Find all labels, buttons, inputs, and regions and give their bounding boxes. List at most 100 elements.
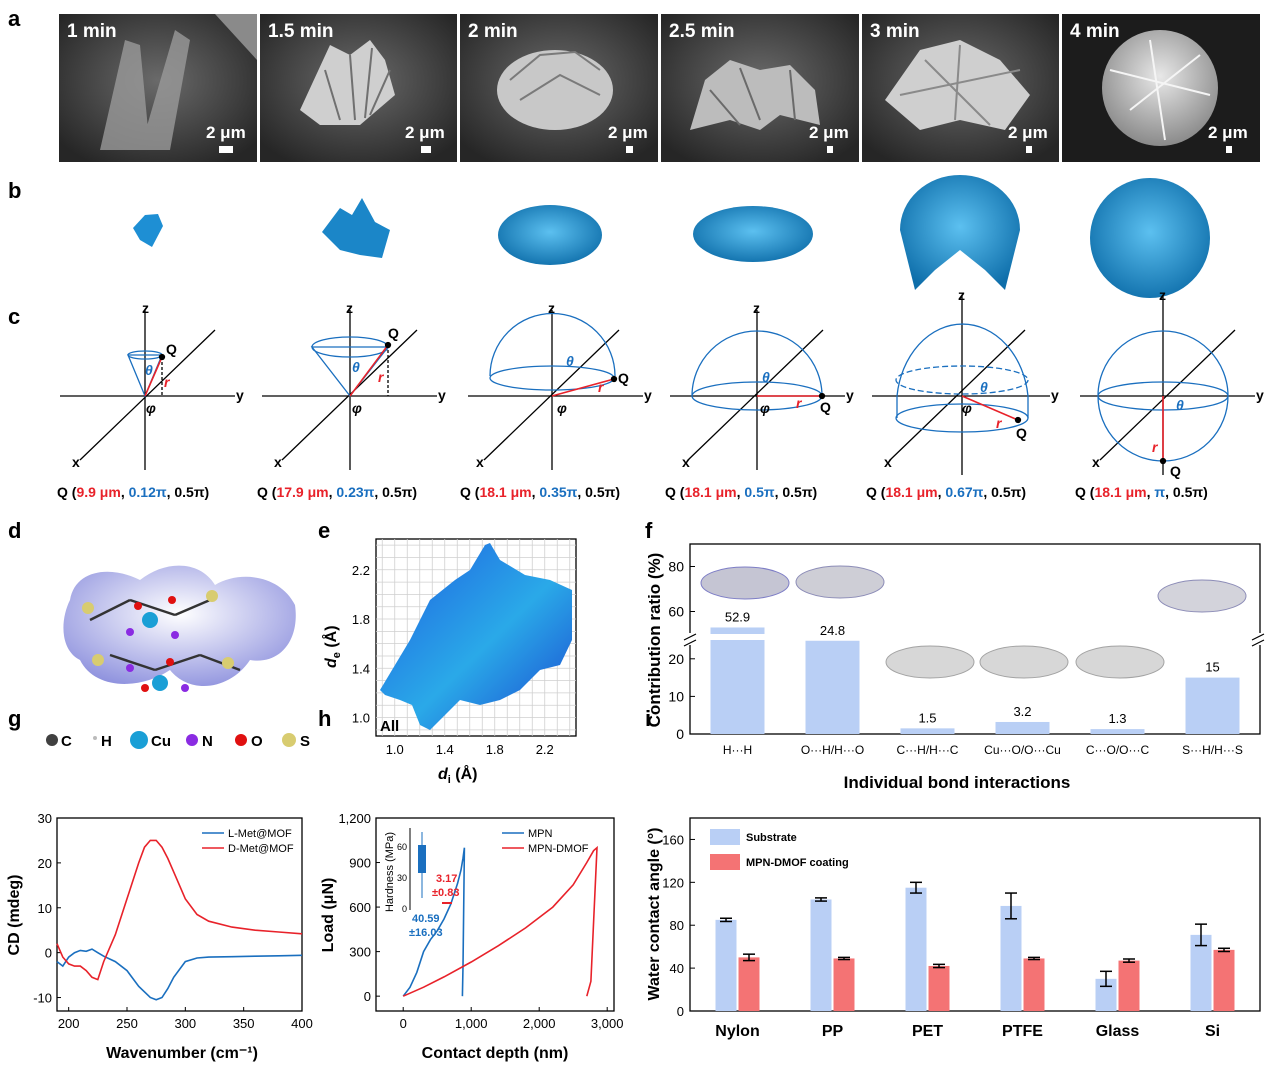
scale-bar-label: 2 μm bbox=[1208, 123, 1248, 142]
scale-bar-label: 2 μm bbox=[405, 123, 445, 142]
legend-label: D-Met@MOF bbox=[228, 843, 294, 855]
hirshfeld-surface bbox=[63, 565, 296, 687]
x-tick-label: 300 bbox=[174, 1016, 196, 1031]
axis: Nylon PP PET PTFE Glass Si 0 40 80 120 160 bbox=[662, 832, 1220, 1040]
x-tick-label: PP bbox=[822, 1023, 844, 1040]
theta-label: θ bbox=[1176, 397, 1184, 413]
x-tick-label: 1.8 bbox=[486, 742, 504, 757]
cluster-model-3 bbox=[498, 205, 602, 265]
r-label: r bbox=[378, 369, 385, 385]
y-tick-label: 1.0 bbox=[352, 711, 370, 726]
inset-error-mpn: ±16.03 bbox=[409, 927, 443, 939]
scale-bar bbox=[1226, 146, 1232, 153]
bar bbox=[710, 640, 765, 734]
scale-bar bbox=[626, 146, 633, 153]
y-tick-label: 0 bbox=[45, 946, 52, 961]
y-tick-label: 0 bbox=[677, 1004, 684, 1019]
bar bbox=[995, 721, 1050, 734]
series bbox=[402, 845, 598, 997]
q-point-label: Q bbox=[820, 399, 831, 415]
y-tick-label: 2.2 bbox=[352, 563, 370, 578]
sem-tile-1: 1 min 2 μm bbox=[59, 14, 257, 162]
panel-letter-g: g bbox=[8, 706, 21, 731]
coord-caption-6: Q (18.1 μm, π, 0.5π) bbox=[1075, 484, 1208, 500]
panel-d-hirshfeld bbox=[63, 565, 296, 692]
panel-letter-a: a bbox=[8, 6, 21, 31]
fingerprint-x-axis-title: di (Å) bbox=[438, 764, 478, 786]
x-axis-title: Wavenumber (cm⁻¹) bbox=[106, 1045, 258, 1062]
coord-axis-labels: z y x Q θ φ r z y x Q θ φ r z y x Q θ φ … bbox=[72, 287, 1264, 479]
r-label: r bbox=[796, 395, 803, 411]
x-axis-label: x bbox=[72, 454, 80, 470]
y-axis-label: y bbox=[236, 387, 244, 403]
inset-error-mpn-dmof: ±0.83 bbox=[432, 887, 459, 899]
z-axis-label: z bbox=[753, 300, 760, 316]
cluster-model-4 bbox=[693, 206, 813, 262]
cluster-model-6 bbox=[1090, 178, 1210, 298]
y-axis-label: y bbox=[846, 387, 854, 403]
z-axis-label: z bbox=[346, 300, 353, 316]
phi-label: φ bbox=[962, 400, 972, 416]
legend: MPN MPN-DMOF bbox=[502, 828, 589, 855]
x-axis-label: x bbox=[1092, 454, 1100, 470]
panel-c-diagrams: z y x Q θ φ r z y x Q θ φ r z y x Q θ φ … bbox=[57, 287, 1264, 500]
y-axis-title: CD (mdeg) bbox=[6, 875, 23, 956]
coord-caption-2: Q (17.9 μm, 0.23π, 0.5π) bbox=[257, 484, 417, 500]
x-tick-label: Cu···O/O···Cu bbox=[984, 743, 1061, 757]
x-axis-label: x bbox=[884, 454, 892, 470]
fingerprint-y-axis-title: de (Å) bbox=[321, 625, 343, 668]
coord-captions: Q (9.9 μm, 0.12π, 0.5π) Q (17.9 μm, 0.23… bbox=[57, 484, 1208, 500]
sem-time-label: 2 min bbox=[468, 21, 518, 42]
panel-letter-c: c bbox=[8, 304, 20, 329]
bar bbox=[1190, 934, 1212, 1011]
y-tick-label: 60 bbox=[668, 604, 684, 620]
legend-atom-c: C bbox=[61, 733, 72, 750]
x-tick-label: 200 bbox=[58, 1016, 80, 1031]
panel-letter-i: i bbox=[645, 706, 651, 731]
y-tick-label: 30 bbox=[38, 811, 52, 826]
coord-diagram-6 bbox=[1080, 296, 1255, 475]
scale-bar-label: 2 μm bbox=[608, 123, 648, 142]
bar bbox=[1023, 958, 1045, 1011]
panel-g-cd-spectrum: 200 250 300 350 400 -10 0 10 20 30 L-Met@MOF D-Met… bbox=[6, 811, 313, 1062]
x-tick-label: Si bbox=[1205, 1023, 1220, 1040]
y-axis-label: y bbox=[1051, 387, 1059, 403]
y-tick-label: 10 bbox=[668, 688, 684, 704]
panel-e-fingerprint: 1.0 1.4 1.8 2.2 1.0 1.4 1.8 2.2 All de (Å) di (… bbox=[321, 538, 577, 786]
series-line bbox=[402, 847, 466, 997]
scale-bar-label: 2 μm bbox=[809, 123, 849, 142]
theta-label: θ bbox=[145, 362, 153, 378]
bars bbox=[715, 881, 1235, 1011]
y-tick-label: -10 bbox=[33, 991, 52, 1006]
bar bbox=[805, 640, 860, 734]
panel-a-sem-row: 1 min 2 μm 1.5 min 2 μm 2 min 2 μm 2.5 m… bbox=[59, 14, 1260, 162]
bar bbox=[715, 919, 737, 1011]
x-tick-label: 350 bbox=[233, 1016, 255, 1031]
series-line bbox=[56, 948, 303, 1001]
y-tick-label: 40 bbox=[670, 961, 684, 976]
x-tick-label: Glass bbox=[1096, 1023, 1140, 1040]
chart-frame bbox=[689, 817, 1261, 1012]
bar bbox=[738, 957, 760, 1011]
sem-time-label: 4 min bbox=[1070, 21, 1120, 42]
bar bbox=[1118, 960, 1140, 1011]
bar-upper-segment bbox=[710, 627, 765, 634]
sem-time-label: 1.5 min bbox=[268, 21, 333, 42]
bar bbox=[1185, 677, 1240, 734]
y-tick-label: 10 bbox=[38, 901, 52, 916]
coord-caption-3: Q (18.1 μm, 0.35π, 0.5π) bbox=[460, 484, 620, 500]
x-axis-label: x bbox=[682, 454, 690, 470]
theta-label: θ bbox=[566, 353, 574, 369]
series bbox=[56, 839, 303, 1001]
x-tick-label: 0 bbox=[400, 1016, 407, 1031]
legend-atom-h: H bbox=[101, 733, 112, 750]
bar bbox=[928, 965, 950, 1011]
coord-diagram-3 bbox=[468, 310, 643, 470]
value-label: 15 bbox=[1205, 660, 1219, 675]
y-axis-title: Contribution ratio (%) bbox=[645, 553, 664, 728]
x-tick-label: O···H/H···O bbox=[801, 743, 864, 757]
theta-label: θ bbox=[352, 359, 360, 375]
y-tick-label: 900 bbox=[349, 856, 371, 871]
sem-time-label: 1 min bbox=[67, 21, 117, 42]
